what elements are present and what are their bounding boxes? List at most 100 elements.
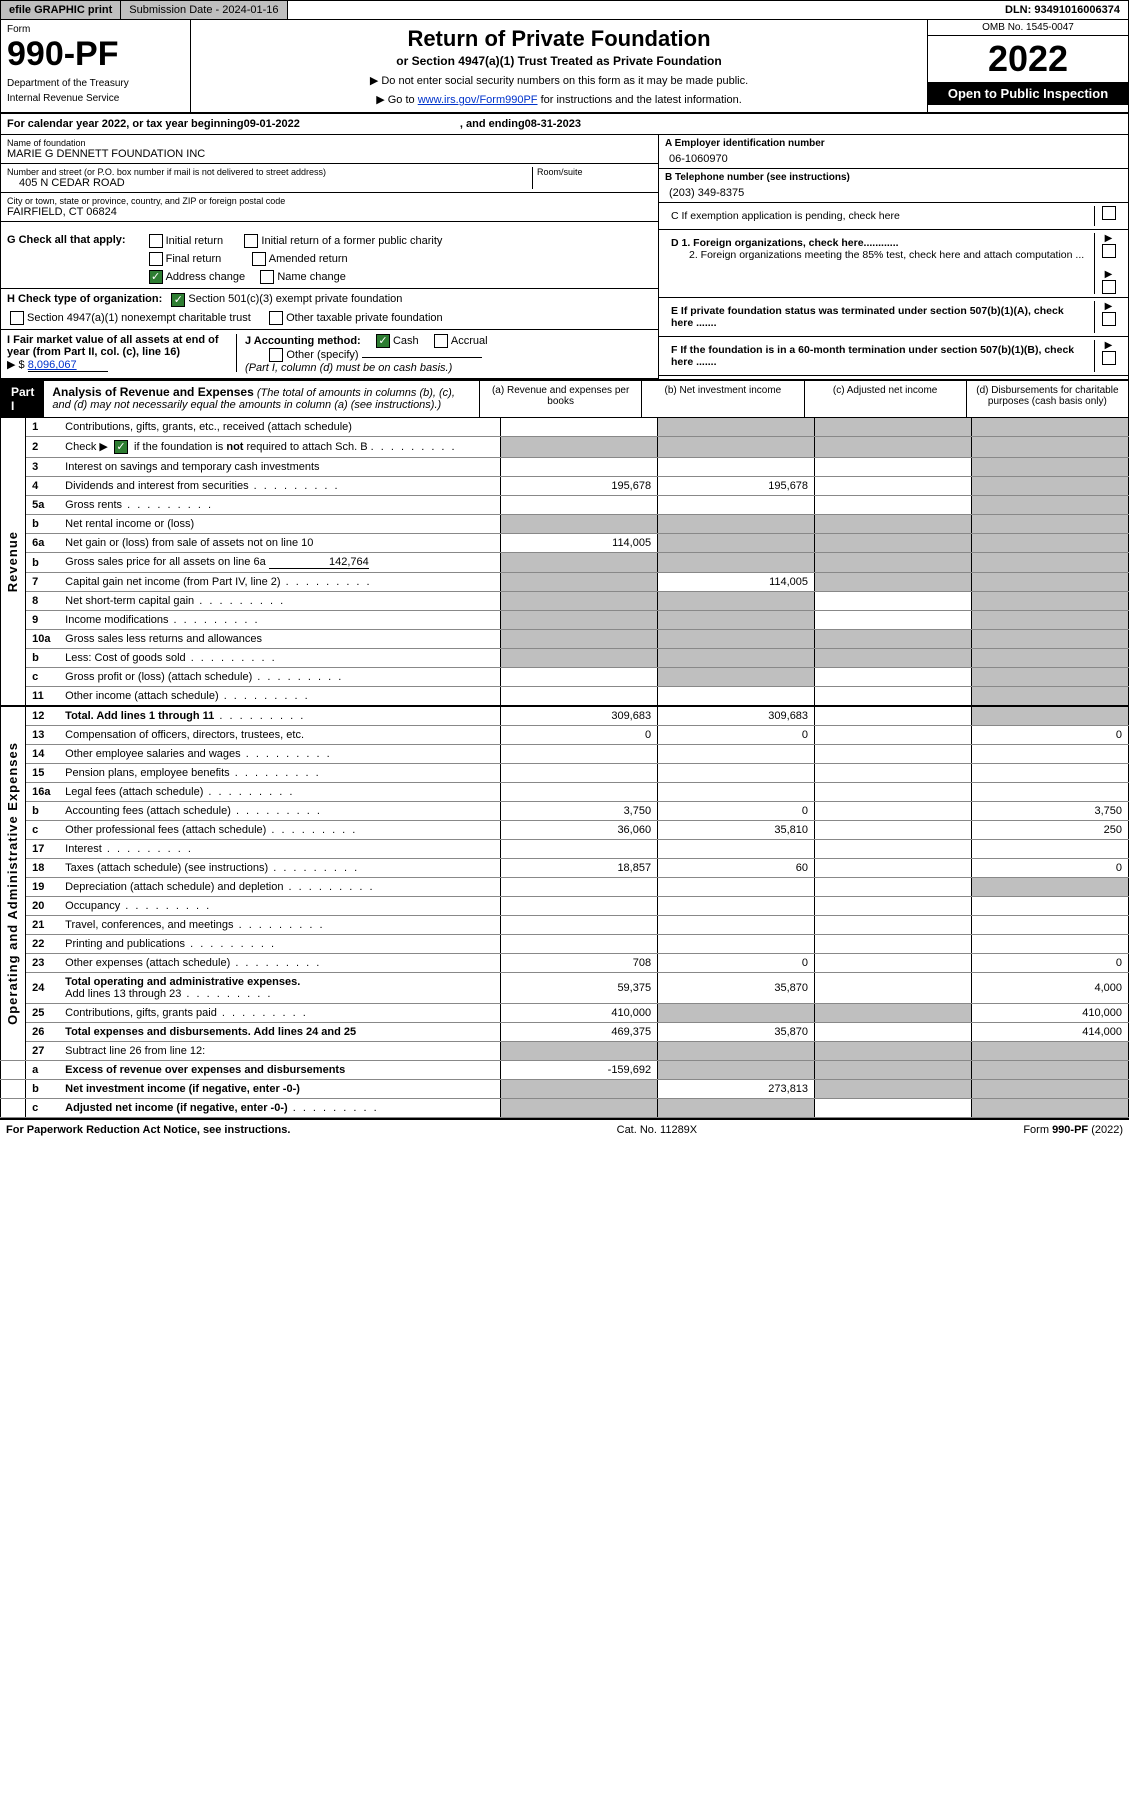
desc-4: Dividends and interest from securities (61, 477, 500, 496)
g-address: Address change (166, 271, 246, 283)
exemption-pending-cell: C If exemption application is pending, c… (659, 203, 1128, 230)
ln-27: 27 (26, 1042, 62, 1061)
desc-14: Other employee salaries and wages (61, 745, 500, 764)
def-right: D 1. Foreign organizations, check here..… (658, 230, 1128, 379)
foundation-name: MARIE G DENNETT FOUNDATION INC (7, 148, 652, 160)
g-initial-former-chk[interactable] (244, 234, 258, 248)
h-other-taxable: Other taxable private foundation (286, 312, 443, 324)
ghij-grid: G Check all that apply: Initial return I… (0, 230, 1129, 379)
d1-checkbox[interactable] (1102, 244, 1116, 258)
j-other-blank (362, 357, 482, 358)
r16b-d: 3,750 (972, 802, 1129, 821)
r1-a (501, 418, 658, 437)
entity-left: Name of foundation MARIE G DENNETT FOUND… (1, 135, 658, 230)
g-name-chk[interactable] (260, 270, 274, 284)
j-accrual: Accrual (451, 335, 488, 347)
g-amended: Amended return (269, 253, 348, 265)
i-label: I Fair market value of all assets at end… (7, 334, 219, 358)
j-accrual-chk[interactable] (434, 334, 448, 348)
phone-label: B Telephone number (see instructions) (665, 172, 1122, 183)
h-other-chk[interactable] (269, 311, 283, 325)
desc-27c-b: Adjusted net income (if negative, enter … (65, 1102, 287, 1114)
ein-cell: A Employer identification number 06-1060… (659, 135, 1128, 169)
ln-5b: b (26, 515, 62, 534)
omb-number: OMB No. 1545-0047 (928, 20, 1128, 36)
ln-22: 22 (26, 935, 62, 954)
i-fmv[interactable]: 8,096,067 (28, 359, 108, 372)
calendar-year-row: For calendar year 2022, or tax year begi… (0, 114, 1129, 135)
desc-11: Other income (attach schedule) (61, 687, 500, 707)
row-5a: 5aGross rents (1, 496, 1129, 515)
r1-d (972, 418, 1129, 437)
r16b-b: 0 (658, 802, 815, 821)
r27a-a: -159,692 (501, 1061, 658, 1080)
g-address-chk[interactable] (149, 270, 163, 284)
row-16b: bAccounting fees (attach schedule)3,7500… (1, 802, 1129, 821)
desc-19: Depreciation (attach schedule) and deple… (61, 878, 500, 897)
ln-8: 8 (26, 592, 62, 611)
e-checkbox[interactable] (1102, 312, 1116, 326)
ln-23: 23 (26, 954, 62, 973)
ln-19: 19 (26, 878, 62, 897)
r16c-b: 35,810 (658, 821, 815, 840)
g-label: G Check all that apply: (7, 234, 126, 246)
row-10c: cGross profit or (loss) (attach schedule… (1, 668, 1129, 687)
row-27c: cAdjusted net income (if negative, enter… (1, 1099, 1129, 1118)
desc-27b: Net investment income (if negative, ente… (61, 1080, 500, 1099)
j-cash-chk[interactable] (376, 334, 390, 348)
d2-checkbox[interactable] (1102, 280, 1116, 294)
i-arrow: ▶ $ (7, 359, 25, 371)
h-row: H Check type of organization: Section 50… (1, 289, 658, 330)
row-8: 8Net short-term capital gain (1, 592, 1129, 611)
form-number: 990-PF (7, 35, 184, 74)
row-13: 13Compensation of officers, directors, t… (1, 726, 1129, 745)
main-title: Return of Private Foundation (197, 26, 921, 52)
desc-26: Total expenses and disbursements. Add li… (61, 1023, 500, 1042)
j-other-chk[interactable] (269, 348, 283, 362)
c-checkbox[interactable] (1102, 206, 1116, 220)
address-cell: Number and street (or P.O. box number if… (1, 164, 658, 193)
row-6b: bGross sales price for all assets on lin… (1, 553, 1129, 573)
desc-3: Interest on savings and temporary cash i… (61, 458, 500, 477)
ln-10a: 10a (26, 630, 62, 649)
ln-7: 7 (26, 573, 62, 592)
g-initial-chk[interactable] (149, 234, 163, 248)
schb-checkbox[interactable] (114, 440, 128, 454)
r18-a: 18,857 (501, 859, 658, 878)
part1-title-cell: Analysis of Revenue and Expenses (The to… (44, 381, 479, 417)
row-24: 24Total operating and administrative exp… (1, 973, 1129, 1004)
h-501c3-chk[interactable] (171, 293, 185, 307)
efile-print-label[interactable]: efile GRAPHIC print (1, 1, 121, 19)
g-name: Name change (277, 271, 346, 283)
part1-header: Part I Analysis of Revenue and Expenses … (0, 379, 1129, 418)
f-checkbox[interactable] (1102, 351, 1116, 365)
r4-b: 195,678 (658, 477, 815, 496)
revenue-side-label: Revenue (5, 531, 20, 592)
desc-5b: Net rental income or (loss) (61, 515, 500, 534)
h-nonexempt: Section 4947(a)(1) nonexempt charitable … (27, 312, 251, 324)
row-4: 4Dividends and interest from securities1… (1, 477, 1129, 496)
ln-16c: c (26, 821, 62, 840)
h-nonexempt-chk[interactable] (10, 311, 24, 325)
g-amended-chk[interactable] (252, 252, 266, 266)
form-label: Form (7, 24, 184, 35)
row-20: 20Occupancy (1, 897, 1129, 916)
irs-link[interactable]: www.irs.gov/Form990PF (418, 94, 538, 106)
ln-24: 24 (26, 973, 62, 1004)
r18-b: 60 (658, 859, 815, 878)
row-23: 23Other expenses (attach schedule)70800 (1, 954, 1129, 973)
ln-27a: a (26, 1061, 62, 1080)
desc-5a: Gross rents (61, 496, 500, 515)
row-21: 21Travel, conferences, and meetings (1, 916, 1129, 935)
part1-table: Revenue 1 Contributions, gifts, grants, … (0, 418, 1129, 1118)
row-14: 14Other employee salaries and wages (1, 745, 1129, 764)
footer-right: Form 990-PF (2022) (1023, 1124, 1123, 1136)
g-final: Final return (166, 253, 222, 265)
g-final-chk[interactable] (149, 252, 163, 266)
form-header: Form 990-PF Department of the Treasury I… (0, 20, 1129, 114)
desc-24-2: Add lines 13 through 23 (65, 988, 272, 1000)
r24-a: 59,375 (501, 973, 658, 1004)
row-15: 15Pension plans, employee benefits (1, 764, 1129, 783)
desc-16b: Accounting fees (attach schedule) (61, 802, 500, 821)
r26-b: 35,870 (658, 1023, 815, 1042)
